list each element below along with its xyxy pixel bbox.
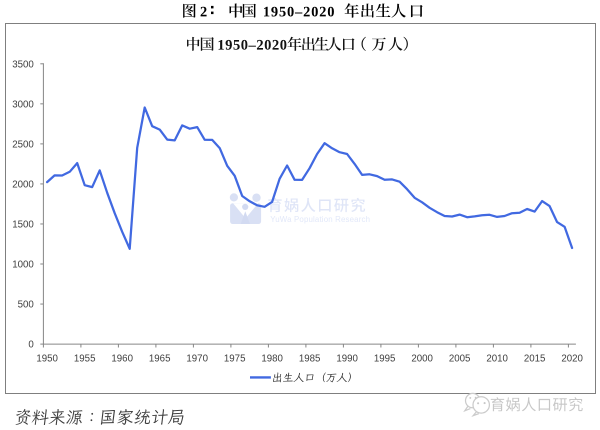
svg-text:1975: 1975: [224, 353, 246, 364]
svg-text:1950: 1950: [36, 353, 58, 364]
svg-text:500: 500: [18, 300, 35, 311]
svg-text:1980: 1980: [261, 353, 283, 364]
svg-text:2010: 2010: [486, 353, 508, 364]
svg-text:2020: 2020: [561, 353, 583, 364]
svg-text:1000: 1000: [12, 260, 34, 271]
svg-text:1985: 1985: [299, 353, 321, 364]
svg-text:2015: 2015: [524, 353, 546, 364]
svg-text:YuWa Population Research: YuWa Population Research: [270, 215, 370, 224]
svg-text:1955: 1955: [74, 353, 96, 364]
svg-text:0: 0: [28, 340, 34, 351]
svg-text:2000: 2000: [411, 353, 433, 364]
svg-text:1500: 1500: [12, 220, 34, 231]
svg-text:1970: 1970: [186, 353, 208, 364]
svg-text:2500: 2500: [12, 139, 34, 150]
svg-text:1965: 1965: [149, 353, 171, 364]
svg-text:2005: 2005: [449, 353, 471, 364]
svg-text:1995: 1995: [374, 353, 396, 364]
svg-text:1990: 1990: [336, 353, 358, 364]
svg-text:2000: 2000: [12, 179, 34, 190]
svg-text:1960: 1960: [111, 353, 133, 364]
svg-text:3000: 3000: [12, 99, 34, 110]
svg-text:3500: 3500: [12, 59, 34, 70]
